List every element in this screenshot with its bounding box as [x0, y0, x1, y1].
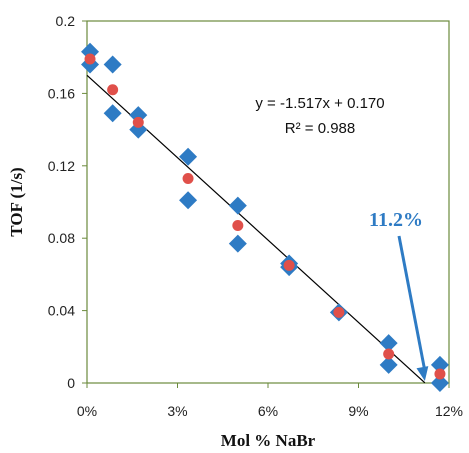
diamond-point: [379, 355, 398, 374]
circle-point: [333, 306, 345, 318]
diamond-point: [103, 104, 122, 123]
circle-point: [383, 348, 395, 360]
diamond-point: [179, 147, 198, 166]
y-axis-ticks: 0 0.04 0.08 0.12 0.16 0.2: [48, 13, 87, 391]
plot-area: [86, 20, 450, 384]
x-tick-label: 9%: [348, 403, 368, 419]
circle-point: [107, 84, 119, 96]
circle-point: [84, 53, 96, 65]
y-tick-label: 0.12: [48, 158, 75, 174]
diamond-point: [228, 196, 247, 215]
circle-point: [182, 172, 194, 184]
annotation-arrow-group: [397, 235, 429, 381]
x-tick-label: 12%: [435, 403, 463, 419]
diamond-point: [379, 334, 398, 353]
x-tick-label: 6%: [258, 403, 278, 419]
circle-point: [283, 259, 295, 271]
annotation-arrowhead: [416, 366, 429, 381]
annotation-label: 11.2%: [369, 209, 423, 231]
circle-point: [232, 220, 244, 232]
diamond-point: [228, 234, 247, 253]
y-tick-label: 0: [67, 375, 75, 391]
y-axis-label: TOF (1/s): [7, 167, 26, 236]
diamond-point: [129, 120, 148, 139]
r-squared-label: R² = 0.988: [285, 120, 355, 137]
x-axis-ticks: 0% 3% 6% 9% 12%: [77, 383, 463, 419]
diamond-point: [103, 55, 122, 74]
y-tick-label: 0.08: [48, 230, 75, 246]
x-tick-label: 3%: [167, 403, 187, 419]
diamond-point: [430, 374, 449, 392]
x-axis-label: Mol % NaBr: [221, 431, 316, 450]
y-tick-label: 0.16: [48, 85, 75, 101]
x-tick-label: 0%: [77, 403, 97, 419]
trendline-equation: y = -1.517x + 0.170: [255, 95, 384, 112]
circle-point: [434, 368, 446, 380]
data-points: [81, 42, 449, 392]
y-tick-label: 0.04: [48, 303, 75, 319]
diamond-point: [179, 191, 198, 210]
diamond-point: [430, 355, 449, 374]
y-tick-label: 0.2: [56, 13, 76, 29]
annotation-arrow: [397, 235, 427, 372]
circle-point: [132, 116, 144, 128]
